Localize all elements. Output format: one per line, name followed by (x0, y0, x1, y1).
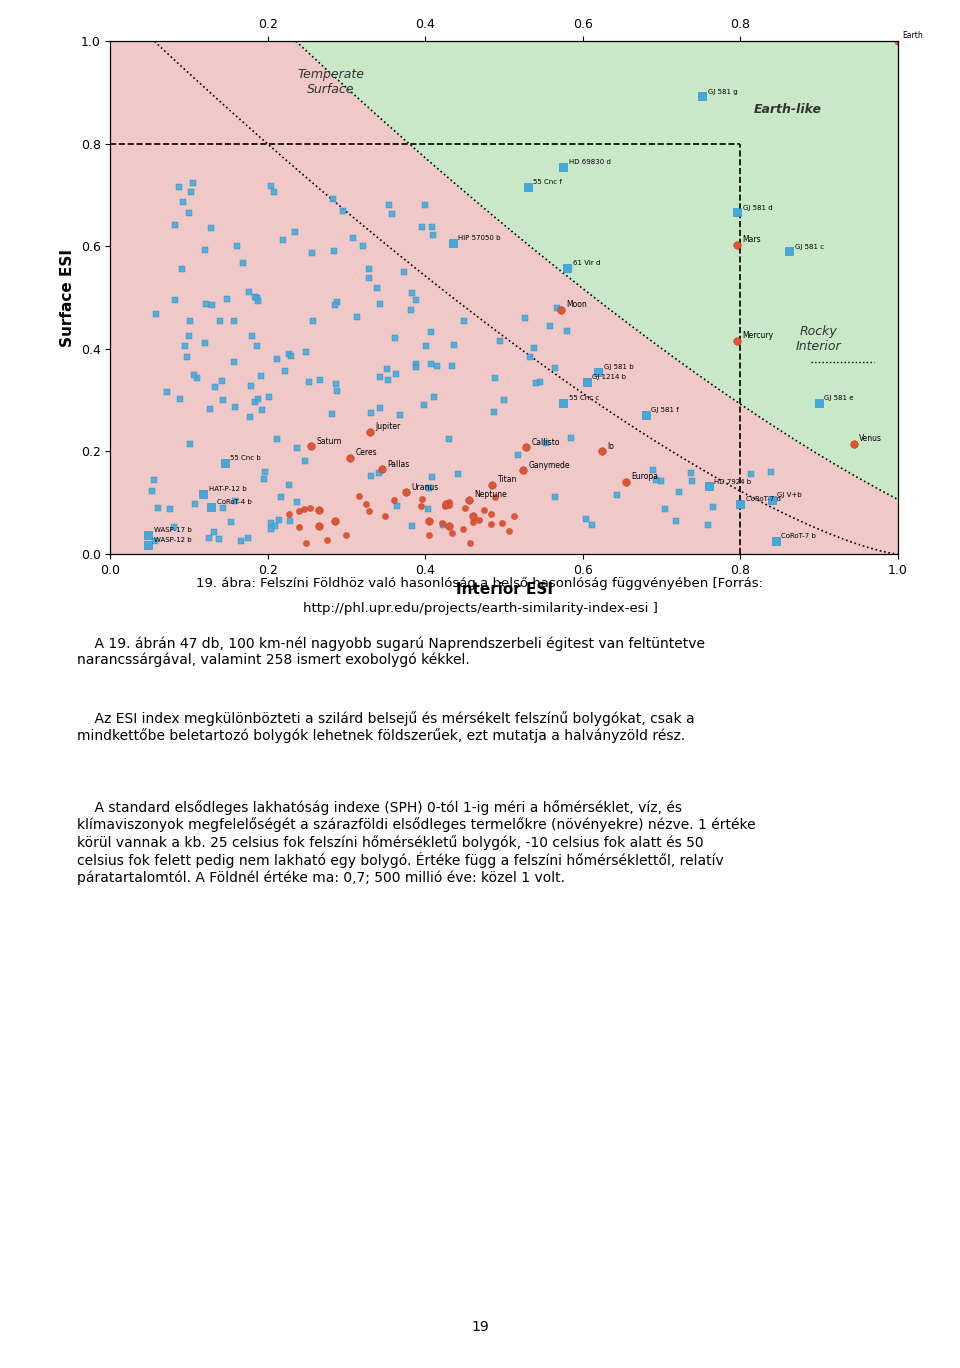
Y-axis label: Surface ESI: Surface ESI (60, 249, 75, 346)
Polygon shape (110, 41, 898, 554)
Text: Ceres: Ceres (356, 449, 377, 457)
Polygon shape (110, 41, 898, 554)
Text: 55 Cnc b: 55 Cnc b (230, 456, 261, 461)
Text: Saturn: Saturn (317, 436, 342, 446)
Text: HIP 57050 b: HIP 57050 b (458, 235, 501, 241)
Text: Earth-like: Earth-like (754, 103, 822, 116)
Polygon shape (297, 41, 898, 499)
Text: GJ 581 c: GJ 581 c (795, 244, 824, 249)
Text: Europa: Europa (632, 472, 659, 482)
Text: Titan: Titan (497, 475, 517, 484)
Text: CoRoT-7 b: CoRoT-7 b (781, 534, 816, 539)
Text: WASP-12 b: WASP-12 b (154, 538, 191, 543)
Text: GJ 1214 b: GJ 1214 b (592, 375, 626, 380)
Text: Temperate
Surface: Temperate Surface (298, 68, 364, 96)
X-axis label: Interior ESI: Interior ESI (455, 583, 553, 598)
Text: A standard elsődleges lakhatóság indexe (SPH) 0-tól 1-ig méri a hőmérséklet, víz: A standard elsődleges lakhatóság indexe … (77, 800, 756, 885)
Text: 55 Cnc c: 55 Cnc c (568, 395, 599, 401)
Text: Mars: Mars (743, 235, 761, 245)
Text: CoRoT-4 b: CoRoT-4 b (217, 499, 252, 505)
Text: GJ 581 e: GJ 581 e (825, 395, 854, 401)
Text: GJ 581 f: GJ 581 f (651, 406, 679, 413)
Text: HAT-P-12 b: HAT-P-12 b (209, 486, 247, 491)
Text: GJ 581 b: GJ 581 b (604, 364, 634, 371)
Text: Earth: Earth (901, 31, 923, 40)
Text: Callisto: Callisto (532, 438, 560, 446)
Text: GJ V+b: GJ V+b (778, 492, 802, 498)
Text: Venus: Venus (859, 435, 882, 443)
Text: 55 Cnc f: 55 Cnc f (533, 179, 562, 186)
Text: Pallas: Pallas (388, 460, 410, 469)
Text: Uranus: Uranus (411, 483, 439, 491)
Text: 19. ábra: Felszíni Földhöz való hasonlóság a belső hasonlóság függvényében [Forr: 19. ábra: Felszíni Földhöz való hasonlós… (197, 577, 763, 591)
Text: GJ 581 d: GJ 581 d (743, 205, 772, 211)
Text: HD 7924 b: HD 7924 b (714, 479, 752, 484)
Text: A 19. ábrán 47 db, 100 km-nél nagyobb sugarú Naprendszerbeli égitest van feltünt: A 19. ábrán 47 db, 100 km-nél nagyobb su… (77, 636, 705, 668)
Text: Rocky
Interior: Rocky Interior (796, 324, 842, 353)
Text: Az ESI index megkülönbözteti a szilárd belsejű és mérsékelt felszínű bolygókat, : Az ESI index megkülönbözteti a szilárd b… (77, 711, 694, 743)
Text: GJ 581 g: GJ 581 g (708, 89, 737, 94)
Text: Jupiter: Jupiter (375, 423, 401, 431)
Text: 61 Vir d: 61 Vir d (572, 260, 600, 265)
Text: CoRoT-7 d: CoRoT-7 d (746, 497, 780, 502)
Text: HD 69830 d: HD 69830 d (568, 159, 611, 166)
Text: Moon: Moon (566, 300, 587, 309)
Text: Io: Io (607, 442, 614, 450)
Text: Mercury: Mercury (743, 331, 774, 339)
Text: WASP-17 b: WASP-17 b (154, 527, 191, 532)
Text: http://phl.upr.edu/projects/earth-similarity-index-esi ]: http://phl.upr.edu/projects/earth-simila… (302, 602, 658, 616)
Text: 19: 19 (471, 1320, 489, 1334)
Text: Ganymede: Ganymede (528, 461, 570, 469)
Text: Neptune: Neptune (474, 490, 507, 499)
